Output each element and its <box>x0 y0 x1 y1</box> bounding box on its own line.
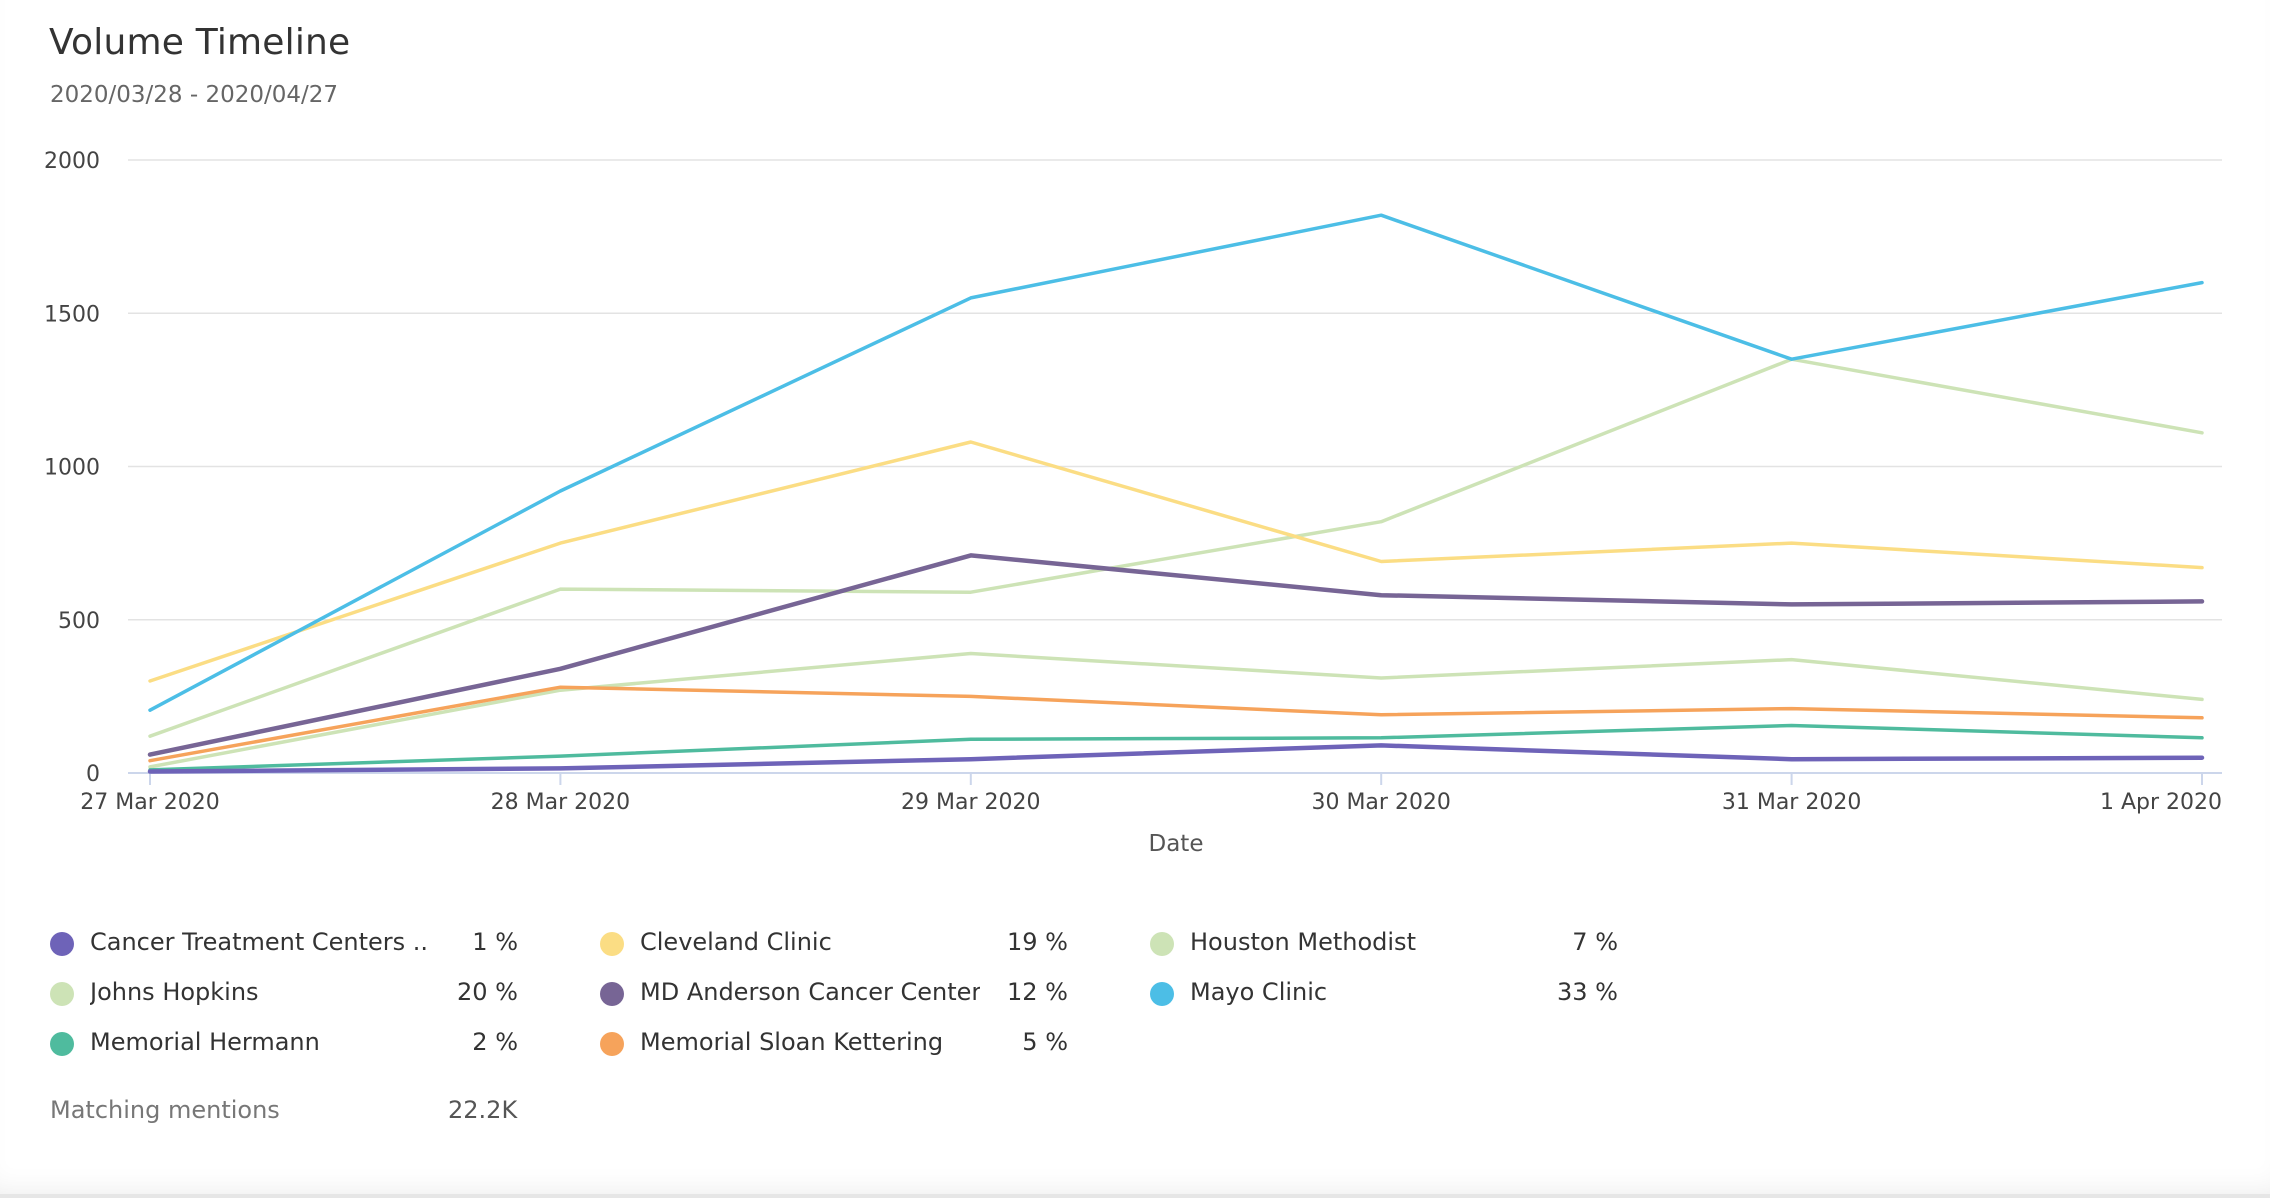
series-line-md-anderson-cancer-center[interactable] <box>147 553 2205 757</box>
legend-share: 7 % <box>1572 928 1618 956</box>
legend-item[interactable]: Mayo Clinic 33 % <box>1148 976 1618 1009</box>
legend-item[interactable]: Cancer Treatment Centers ... 1 % <box>48 926 518 959</box>
x-tick-label: 29 Mar 2020 <box>901 790 1040 815</box>
legend-swatch <box>1150 982 1174 1006</box>
y-tick-label: 0 <box>86 762 100 787</box>
x-tick-label: 30 Mar 2020 <box>1311 790 1450 815</box>
legend-share: 20 % <box>457 978 518 1006</box>
x-axis-title: Date <box>1149 831 1204 857</box>
y-tick-label: 2000 <box>44 149 100 174</box>
x-tick-label: 31 Mar 2020 <box>1722 790 1861 815</box>
x-tick-label: 1 Apr 2020 <box>2100 790 2222 815</box>
legend-swatch <box>50 1032 74 1056</box>
series-line-memorial-hermann[interactable] <box>148 723 2204 772</box>
series-line-cleveland-clinic[interactable] <box>148 440 2204 683</box>
series-line-memorial-sloan-kettering[interactable] <box>148 685 2204 763</box>
date-range: 2020/03/28 - 2020/04/27 <box>50 82 339 108</box>
series-lines <box>147 213 2205 774</box>
legend-label: Mayo Clinic <box>1190 978 1328 1006</box>
y-tick-label: 1000 <box>44 456 100 481</box>
legend-label: MD Anderson Cancer Center <box>640 978 980 1006</box>
legend-label: Cancer Treatment Centers ... <box>90 928 430 956</box>
legend-label: Cleveland Clinic <box>640 928 832 956</box>
legend-share: 19 % <box>1007 928 1068 956</box>
legend-share: 5 % <box>1022 1028 1068 1056</box>
x-tick-label: 27 Mar 2020 <box>80 790 219 815</box>
legend-swatch <box>1150 932 1174 956</box>
legend-share: 2 % <box>472 1028 518 1056</box>
legend-share: 12 % <box>1007 978 1068 1006</box>
legend-item[interactable]: Houston Methodist 7 % <box>1148 926 1618 959</box>
legend-swatch <box>600 982 624 1006</box>
legend: Cancer Treatment Centers ... 1 % Cleveland… <box>48 926 1698 1059</box>
legend-swatch <box>600 1032 624 1056</box>
legend-item[interactable]: Memorial Sloan Kettering 5 % <box>598 1026 1068 1059</box>
legend-swatch <box>600 932 624 956</box>
axes: 0 500 1000 1500 2000 27 Mar 2020 28 Mar 2020 29… <box>44 149 2222 857</box>
legend-swatch <box>50 932 74 956</box>
matching-mentions-label: Matching mentions <box>50 1096 280 1124</box>
legend-item[interactable]: Cleveland Clinic 19 % <box>598 926 1068 959</box>
x-tick-label: 28 Mar 2020 <box>491 790 630 815</box>
legend-item[interactable]: Johns Hopkins 20 % <box>48 976 518 1009</box>
legend-item[interactable]: Memorial Hermann 2 % <box>48 1026 518 1059</box>
chart-title: Volume Timeline <box>49 22 351 63</box>
y-tick-label: 500 <box>58 609 100 634</box>
series-line-cancer-treatment-centers[interactable] <box>147 743 2205 774</box>
legend-label: Memorial Hermann <box>90 1028 320 1056</box>
legend-label: Houston Methodist <box>1190 928 1416 956</box>
series-line-mayo-clinic[interactable] <box>148 213 2204 712</box>
legend-label: Johns Hopkins <box>90 978 259 1006</box>
series-line-johns-hopkins[interactable] <box>148 357 2204 738</box>
legend-swatch <box>50 982 74 1006</box>
volume-line-chart: 0 500 1000 1500 2000 27 Mar 2020 28 Mar 2020 29… <box>44 149 2222 857</box>
legend-item[interactable]: MD Anderson Cancer Center 12 % <box>598 976 1068 1009</box>
y-tick-label: 1500 <box>44 302 100 327</box>
legend-share: 33 % <box>1557 978 1618 1006</box>
legend-share: 1 % <box>472 928 518 956</box>
matching-mentions-value: 22.2K <box>448 1096 518 1124</box>
series-line-houston-methodist[interactable] <box>148 651 2204 769</box>
legend-label: Memorial Sloan Kettering <box>640 1028 944 1056</box>
